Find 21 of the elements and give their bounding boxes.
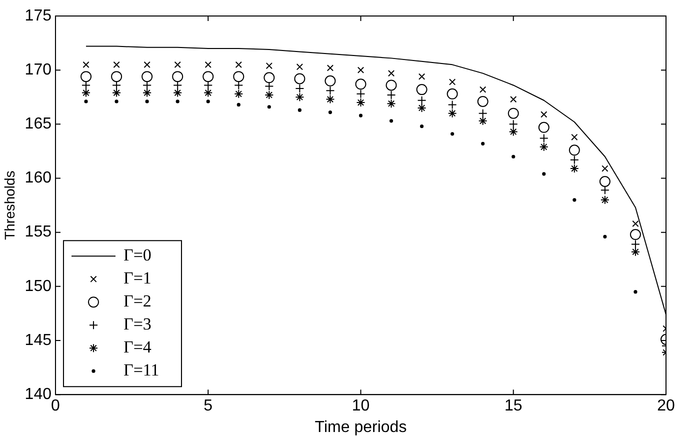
legend-label: Γ=2 <box>123 292 152 311</box>
x-tick-label: 5 <box>204 398 213 415</box>
y-tick-label: 140 <box>24 386 52 404</box>
legend-label: Γ=0 <box>123 246 152 265</box>
legend-label: Γ=4 <box>123 338 152 357</box>
y-tick-label: 160 <box>24 170 52 187</box>
x-axis-title: Time periods <box>314 418 407 436</box>
y-axis-title: Thresholds <box>1 170 18 240</box>
x-tick-label: 20 <box>657 398 675 415</box>
y-tick-label: 165 <box>24 116 52 133</box>
y-tick-label: 150 <box>24 278 52 295</box>
y-tick-label: 170 <box>24 61 52 78</box>
legend-label: Γ=1 <box>123 268 152 288</box>
y-tick-label: 145 <box>24 332 52 349</box>
legend-label: Γ=11 <box>123 360 160 380</box>
x-tick-label: 0 <box>51 398 60 415</box>
legend-label: Γ=3 <box>123 314 152 334</box>
x-tick-label: 10 <box>352 398 370 415</box>
y-tick-label: 175 <box>24 7 52 24</box>
x-tick-label: 15 <box>504 398 522 415</box>
y-tick-label: 155 <box>24 224 52 241</box>
